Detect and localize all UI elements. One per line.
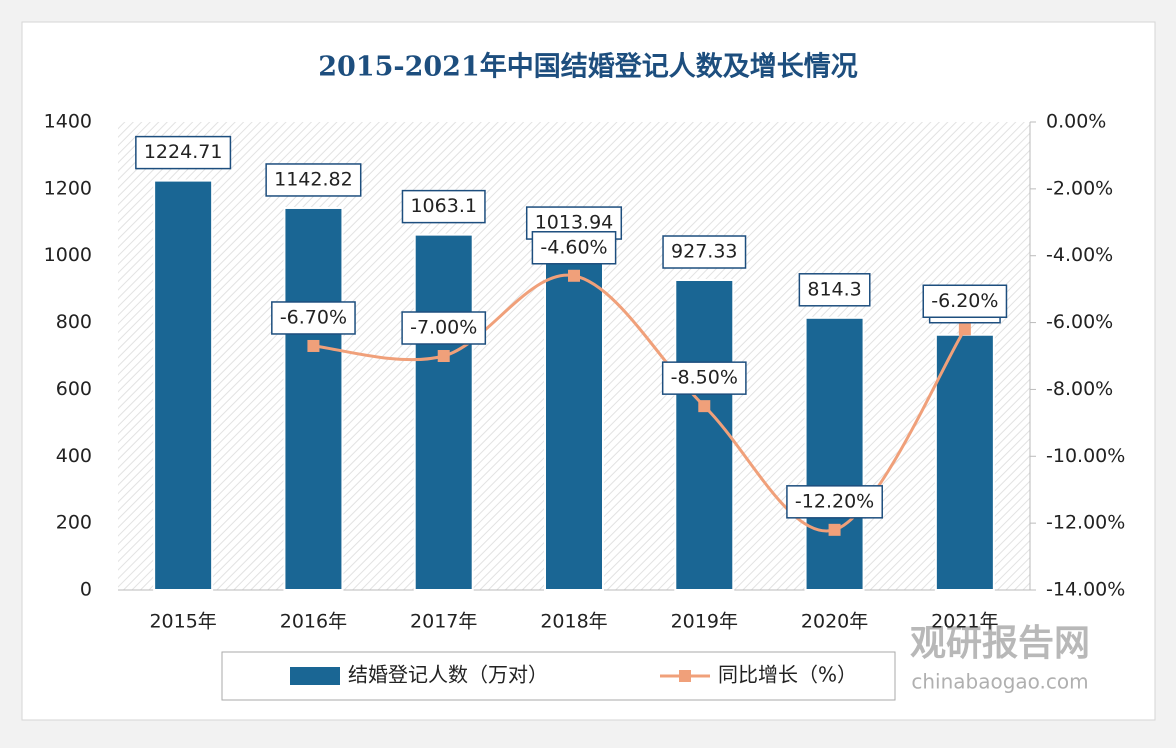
y2-tick-label: -8.00% <box>1046 378 1113 400</box>
legend-label: 同比增长（%） <box>718 663 857 687</box>
bar <box>804 316 865 591</box>
line-marker <box>958 323 971 336</box>
line-marker <box>437 350 450 362</box>
line-label-box <box>531 231 617 265</box>
line-label-box <box>922 284 1008 319</box>
bar-label: 927.33 <box>671 241 737 263</box>
bar-label: 1142.82 <box>274 168 353 190</box>
line-label-box <box>271 301 356 335</box>
y2-tick-label: -4.00% <box>1046 244 1113 266</box>
x-tick-label: 2021年 <box>931 611 998 633</box>
y-tick-label: 1000 <box>44 244 92 266</box>
line-label-box <box>661 361 747 395</box>
y-tick-label: 400 <box>56 445 92 467</box>
line-label: -8.50% <box>671 367 738 389</box>
line-label-box <box>786 485 883 519</box>
watermark-site: chinabaogao.com <box>911 670 1088 694</box>
x-tick-label: 2019年 <box>671 611 738 633</box>
bar <box>153 179 214 591</box>
y2-tick-label: -12.00% <box>1046 512 1125 534</box>
y2-tick-label: -2.00% <box>1046 177 1113 199</box>
legend-marker <box>679 670 691 682</box>
bar-label-box <box>662 235 747 269</box>
legend-label: 结婚登记人数（万对） <box>348 663 548 687</box>
x-tick-label: 2018年 <box>540 611 607 633</box>
y2-tick-label: -14.00% <box>1046 579 1125 601</box>
y-tick-label: 0 <box>80 579 92 601</box>
bar <box>544 250 604 591</box>
line-marker <box>568 269 580 282</box>
y-tick-label: 200 <box>56 512 92 534</box>
line-label: -6.70% <box>280 306 347 328</box>
bar-label: 1063.1 <box>410 195 476 217</box>
line-label: -4.60% <box>540 236 607 258</box>
y-tick-label: 600 <box>56 378 92 400</box>
bar-label-box <box>798 273 871 307</box>
line-label: -7.00% <box>410 317 477 339</box>
x-tick-label: 2016年 <box>280 611 347 633</box>
line-label: -6.20% <box>931 290 998 312</box>
bar <box>413 233 474 591</box>
bar <box>674 279 735 591</box>
bar-label: 1013.94 <box>535 212 614 234</box>
line-label: -12.20% <box>795 490 874 512</box>
line-marker <box>698 400 711 413</box>
bar-label: 814.3 <box>807 278 861 300</box>
line-marker <box>307 339 320 352</box>
x-tick-label: 2017年 <box>410 611 477 633</box>
watermark: 观研报告网 <box>910 623 1090 664</box>
legend-swatch <box>290 667 340 685</box>
line-marker <box>828 523 841 536</box>
y-tick-label: 800 <box>56 311 92 333</box>
line-label-box <box>401 311 487 345</box>
bar-label-box <box>135 135 232 170</box>
bar <box>283 206 344 592</box>
y2-tick-label: -6.00% <box>1046 311 1113 333</box>
bar-label-box <box>401 189 486 224</box>
y2-tick-label: -10.00% <box>1046 445 1125 467</box>
x-tick-label: 2015年 <box>149 611 216 633</box>
y-tick-label: 1400 <box>44 111 92 133</box>
y2-tick-label: 0.00% <box>1046 111 1106 133</box>
bar-label: 1224.71 <box>144 141 223 163</box>
bar-label-box <box>265 163 362 197</box>
y-tick-label: 1200 <box>44 177 92 199</box>
chart-title: 2015-2021年中国结婚登记人数及增长情况 <box>318 51 858 83</box>
bar <box>934 333 995 592</box>
x-tick-label: 2020年 <box>801 611 868 633</box>
